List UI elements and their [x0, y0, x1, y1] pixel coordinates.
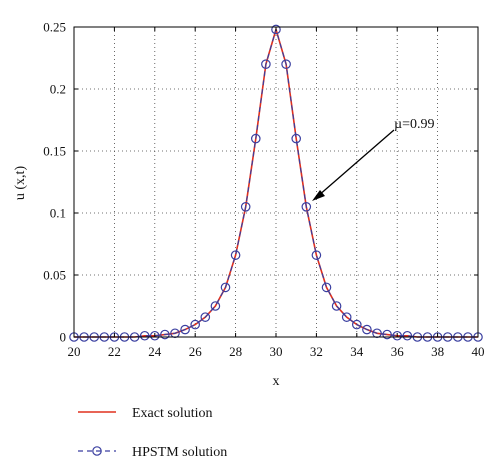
x-tick-label: 36 — [391, 344, 405, 359]
hpstm-solution-point — [200, 312, 211, 322]
y-axis-label: u (x,t) — [13, 166, 28, 201]
hpstm-solution-point — [220, 282, 231, 293]
hpstm-solution-point — [351, 319, 362, 330]
y-tick-label: 0.1 — [50, 206, 66, 221]
y-tick-label: 0.2 — [50, 82, 66, 97]
legend-label-exact: Exact solution — [132, 406, 213, 421]
legend: Exact solution HPSTM solution — [78, 406, 227, 460]
x-tick-label: 26 — [189, 344, 203, 359]
hpstm-solution-point — [190, 319, 200, 330]
hpstm-solution-point — [341, 312, 352, 322]
legend-label-hpstm: HPSTM solution — [132, 445, 227, 460]
hpstm-solution-point — [251, 133, 261, 144]
x-tick-label: 32 — [310, 344, 323, 359]
hpstm-solution-point — [362, 324, 372, 335]
y-tick-label: 0 — [60, 330, 67, 345]
x-tick-label: 38 — [431, 344, 444, 359]
hpstm-solution-point — [392, 330, 402, 341]
annotation-arrowhead — [312, 190, 325, 201]
hpstm-solution-point — [311, 250, 322, 260]
x-tick-label: 34 — [350, 344, 364, 359]
hpstm-solution-point — [331, 301, 342, 311]
grid — [73, 26, 479, 338]
legend-marker-hpstm — [92, 446, 102, 456]
hpstm-solution-point — [139, 330, 150, 341]
annotation-label: µ=0.99 — [394, 117, 434, 132]
hpstm-solution-point — [291, 133, 301, 144]
hpstm-solution-point — [301, 202, 312, 212]
x-tick-label: 28 — [229, 344, 242, 359]
hpstm-solution-point — [382, 329, 392, 340]
tick-labels: 20 22 24 26 28 30 32 34 36 38 40 0 0.05 0.1 0.15 0.2 0.2… — [43, 20, 484, 360]
hpstm-solution-point — [160, 329, 170, 340]
axis-ticks — [73, 26, 479, 338]
x-tick-label: 24 — [148, 344, 162, 359]
hpstm-solution-point — [150, 330, 160, 341]
x-axis-label: x — [273, 374, 280, 389]
hpstm-solution-point — [321, 282, 332, 293]
hpstm-solution-point — [271, 24, 281, 35]
hpstm-solution-point — [240, 202, 251, 212]
hpstm-solution-point — [261, 59, 271, 69]
annotation-arrow-line — [317, 129, 395, 197]
y-tick-label: 0.25 — [43, 20, 66, 35]
hpstm-solution-point — [402, 330, 413, 341]
y-tick-label: 0.05 — [43, 268, 66, 283]
x-tick-label: 20 — [68, 344, 81, 359]
y-tick-label: 0.15 — [43, 144, 66, 159]
x-tick-label: 40 — [472, 344, 485, 359]
annotation: µ=0.99 — [312, 117, 434, 201]
x-tick-label: 22 — [108, 344, 121, 359]
hpstm-solution-point — [210, 301, 221, 311]
hpstm-solution-point — [281, 59, 291, 69]
hpstm-solution-point — [180, 324, 190, 335]
hpstm-solution-point — [230, 250, 241, 260]
x-tick-label: 30 — [270, 344, 283, 359]
plot-frame — [73, 26, 479, 338]
